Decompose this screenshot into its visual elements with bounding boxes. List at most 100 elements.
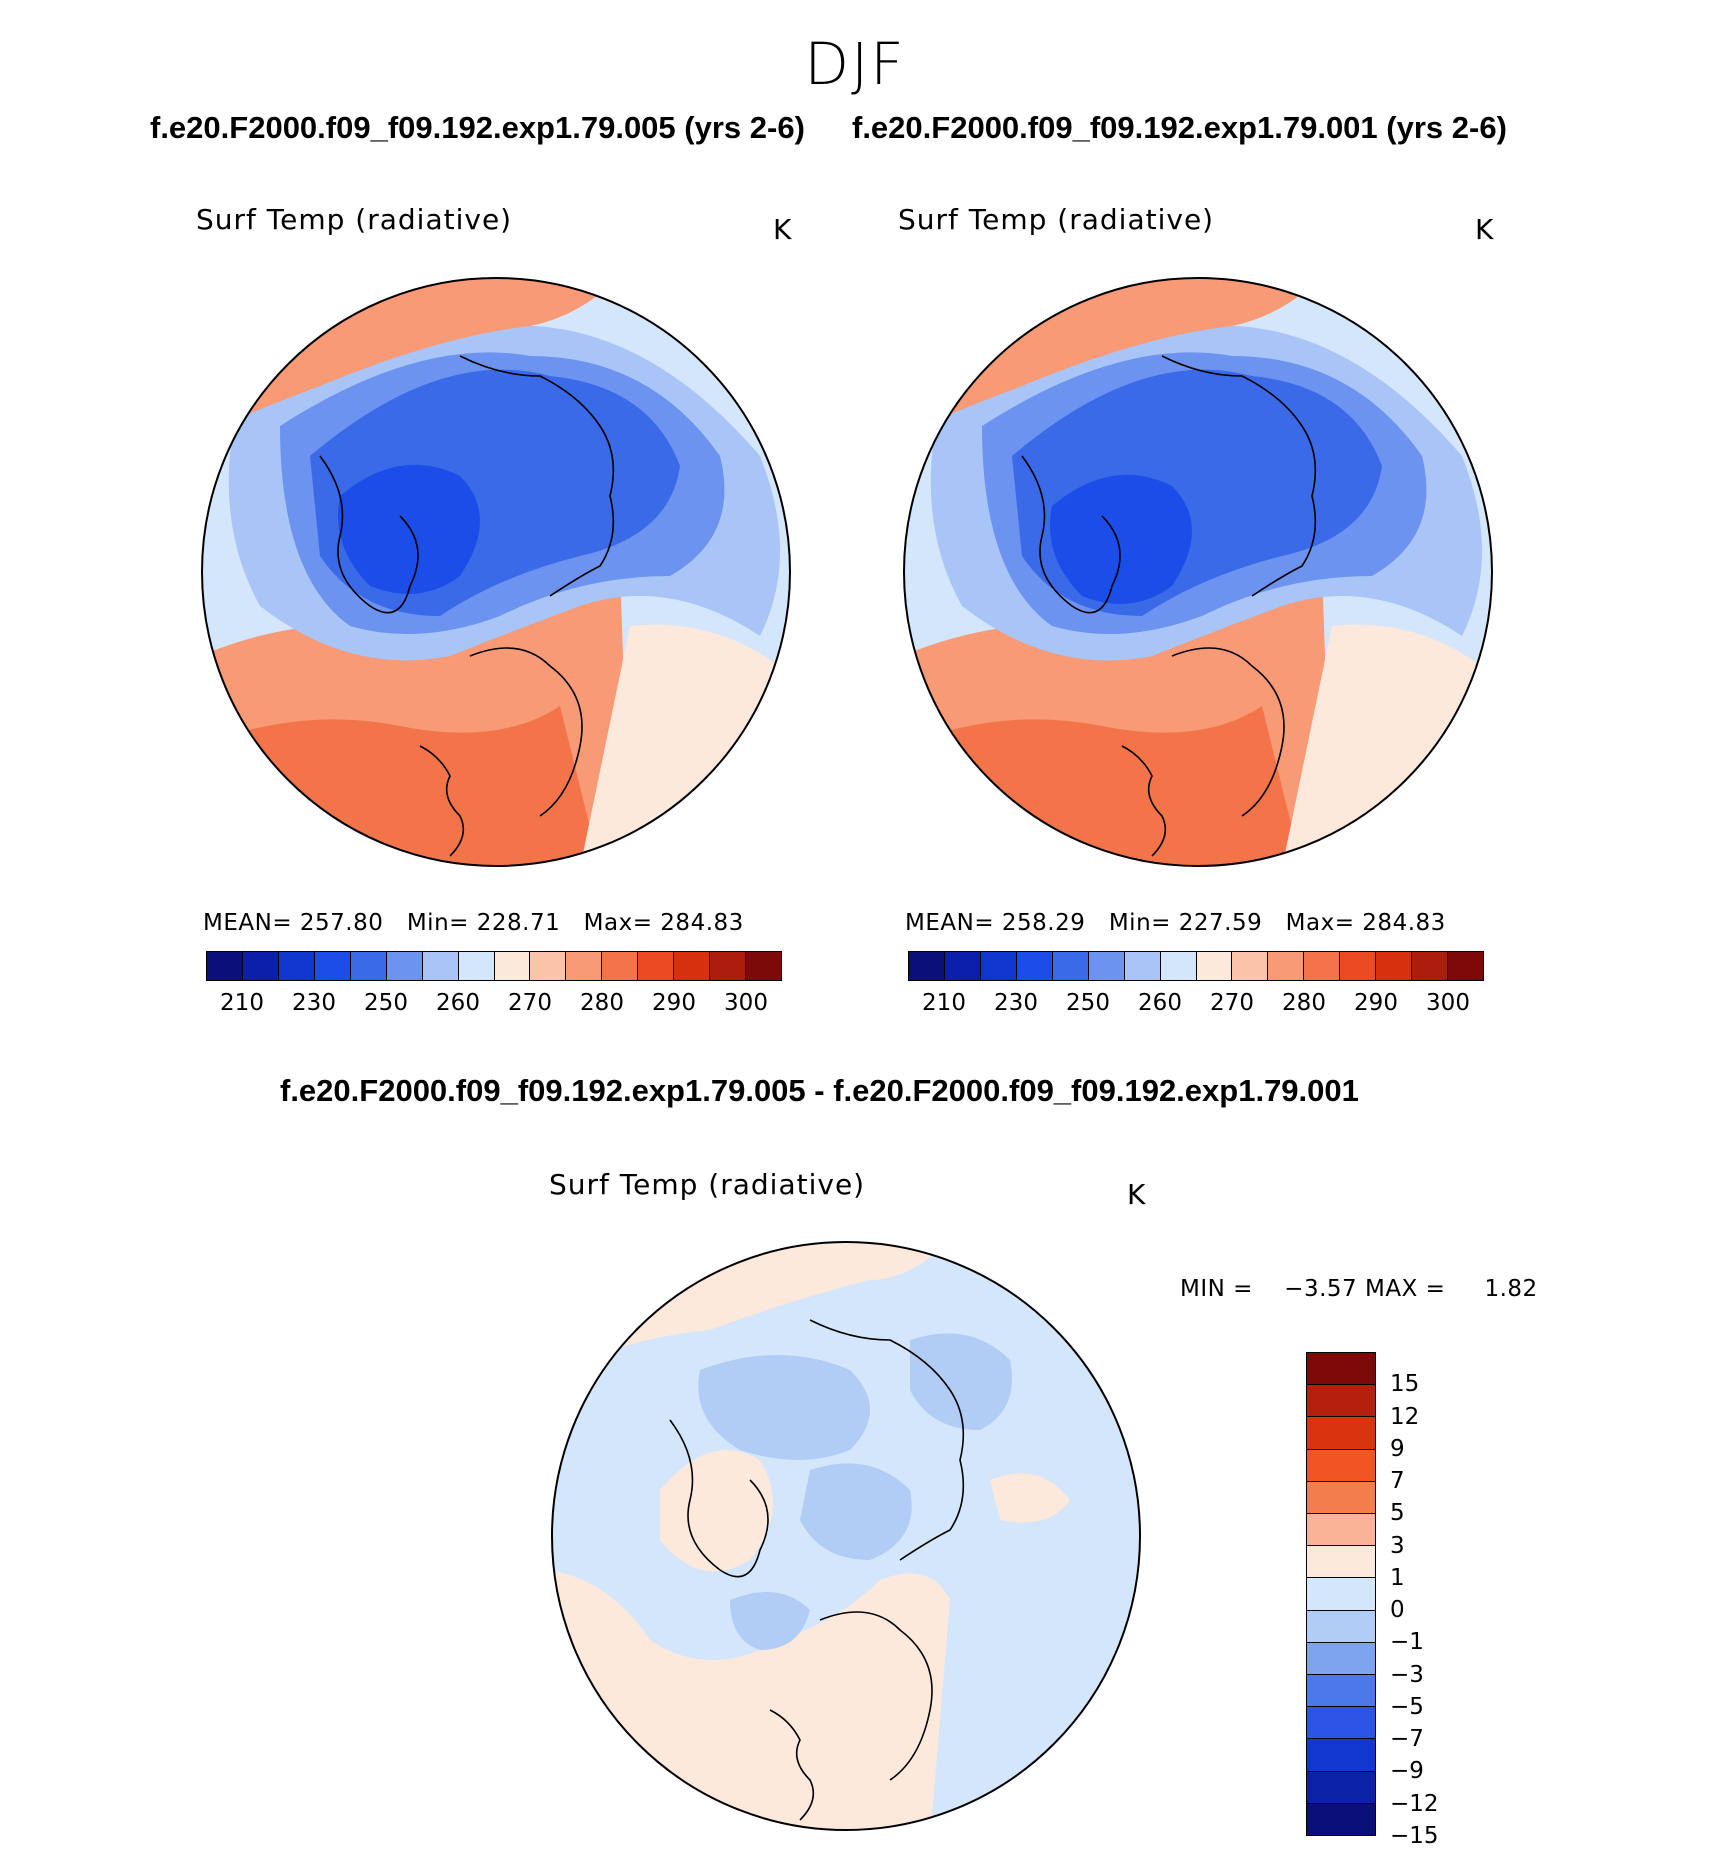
max-label: MAX = [1364,1276,1446,1302]
colorbar-swatch [314,952,351,980]
stats-right: MEAN= 258.29 Min= 227.59 Max= 284.83 [905,910,1446,936]
colorbar-ticks-right: 210 230 250 260 270 280 290 300 [908,990,1484,1020]
mean-label: MEAN= [203,910,293,936]
max-value: 284.83 [1362,910,1446,936]
colorbar-tick-label: −3 [1390,1661,1424,1688]
colorbar-tick-label: 12 [1390,1403,1420,1430]
colorbar-tick-label: 290 [652,990,696,1016]
colorbar-tick-label: 250 [1066,990,1110,1016]
colorbar-swatch [422,952,459,980]
colorbar-tick-label: 0 [1390,1597,1405,1624]
colorbar-swatch [980,952,1017,980]
colorbar-swatch [1052,952,1089,980]
colorbar-swatch [1088,952,1125,980]
colorbar-ticks-left: 210 230 250 260 270 280 290 300 [206,990,782,1020]
colorbar-swatch [1160,952,1197,980]
stats-left: MEAN= 257.80 Min= 228.71 Max= 284.83 [203,910,744,936]
colorbar-swatch [1232,952,1269,980]
units-left: K [773,213,792,246]
colorbar-swatch [1307,1675,1375,1708]
mean-value: 257.80 [299,910,384,936]
colorbar-swatch [909,952,945,980]
polar-map-diff [551,1241,1141,1831]
colorbar-tick-label: 270 [1210,990,1254,1016]
colorbar-swatch [1016,952,1053,980]
colorbar-tick-label: −1 [1390,1629,1424,1656]
case-title-diff: f.e20.F2000.f09_f09.192.exp1.79.005 - f.… [280,1073,1359,1108]
colorbar-tick-label: −7 [1390,1726,1424,1753]
colorbar-swatch [1307,1578,1375,1611]
colorbar-swatch [1307,1417,1375,1450]
colorbar-swatch [944,952,981,980]
colorbar-tick-label: 300 [1426,990,1470,1016]
variable-title-left: Surf Temp (radiative) [196,203,513,236]
colorbar-swatch [1376,952,1413,980]
colorbar-swatch [1448,952,1483,980]
colorbar-swatch [602,952,639,980]
case-title-left: f.e20.F2000.f09_f09.192.exp1.79.005 (yrs… [150,110,805,145]
min-label: Min= [1108,910,1171,936]
max-label: Max= [583,910,653,936]
variable-title-right: Surf Temp (radiative) [898,203,1215,236]
colorbar-swatch [1124,952,1161,980]
mean-value: 258.29 [1001,910,1086,936]
season-title: DJF [804,30,906,98]
colorbar-swatch [1412,952,1449,980]
colorbar-tick-label: 230 [994,990,1038,1016]
colorbar-diff [1306,1352,1376,1836]
min-label: MIN = [1180,1276,1253,1302]
colorbar-swatch [566,952,603,980]
min-value: 227.59 [1178,910,1263,936]
colorbar-tick-label: 250 [364,990,408,1016]
colorbar-swatch [530,952,567,980]
colorbar-tick-label: 15 [1390,1371,1420,1398]
colorbar-tick-label: 3 [1390,1532,1405,1559]
colorbar-swatch [1307,1707,1375,1740]
colorbar-tick-label: 210 [922,990,966,1016]
colorbar-swatch [1307,1481,1375,1515]
units-right: K [1475,213,1494,246]
colorbar-swatch [278,952,315,980]
colorbar-swatch [674,952,711,980]
colorbar-tick-label: 290 [1354,990,1398,1016]
colorbar-swatch [458,952,495,980]
colorbar-swatch [386,952,423,980]
colorbar-tick-label: 280 [580,990,624,1016]
colorbar-swatch [1196,952,1233,980]
colorbar-swatch [1307,1642,1375,1676]
colorbar-swatch [1307,1514,1375,1547]
colorbar-tick-label: 260 [1138,990,1182,1016]
colorbar-tick-label: −5 [1390,1693,1424,1720]
colorbar-swatch [1268,952,1305,980]
colorbar-swatch [1307,1771,1375,1804]
colorbar-swatch [638,952,675,980]
colorbar-tick-label: 1 [1390,1564,1405,1591]
colorbar-tick-label: 9 [1390,1435,1405,1462]
colorbar-tick-label: −12 [1390,1790,1439,1817]
colorbar-swatch [207,952,243,980]
case-title-right: f.e20.F2000.f09_f09.192.exp1.79.001 (yrs… [852,110,1507,145]
min-value: 228.71 [476,910,561,936]
colorbar-right [908,951,1484,981]
max-label: Max= [1285,910,1355,936]
colorbar-tick-label: 7 [1390,1468,1405,1495]
colorbar-swatch [1340,952,1377,980]
colorbar-left [206,951,782,981]
min-value: −3.57 [1284,1276,1358,1302]
colorbar-swatch [242,952,279,980]
colorbar-swatch [746,952,781,980]
colorbar-swatch [1307,1449,1375,1482]
colorbar-swatch [1307,1353,1375,1386]
colorbar-swatch [1307,1739,1375,1772]
colorbar-tick-label: 270 [508,990,552,1016]
colorbar-swatch [1307,1803,1375,1836]
colorbar-swatch [1307,1610,1375,1643]
colorbar-tick-label: 280 [1282,990,1326,1016]
colorbar-tick-label: 230 [292,990,336,1016]
max-value: 1.82 [1484,1276,1538,1302]
colorbar-swatch [710,952,747,980]
colorbar-swatch [494,952,531,980]
colorbar-tick-label: 5 [1390,1500,1405,1527]
polar-map-left [201,277,791,867]
colorbar-tick-label: 210 [220,990,264,1016]
